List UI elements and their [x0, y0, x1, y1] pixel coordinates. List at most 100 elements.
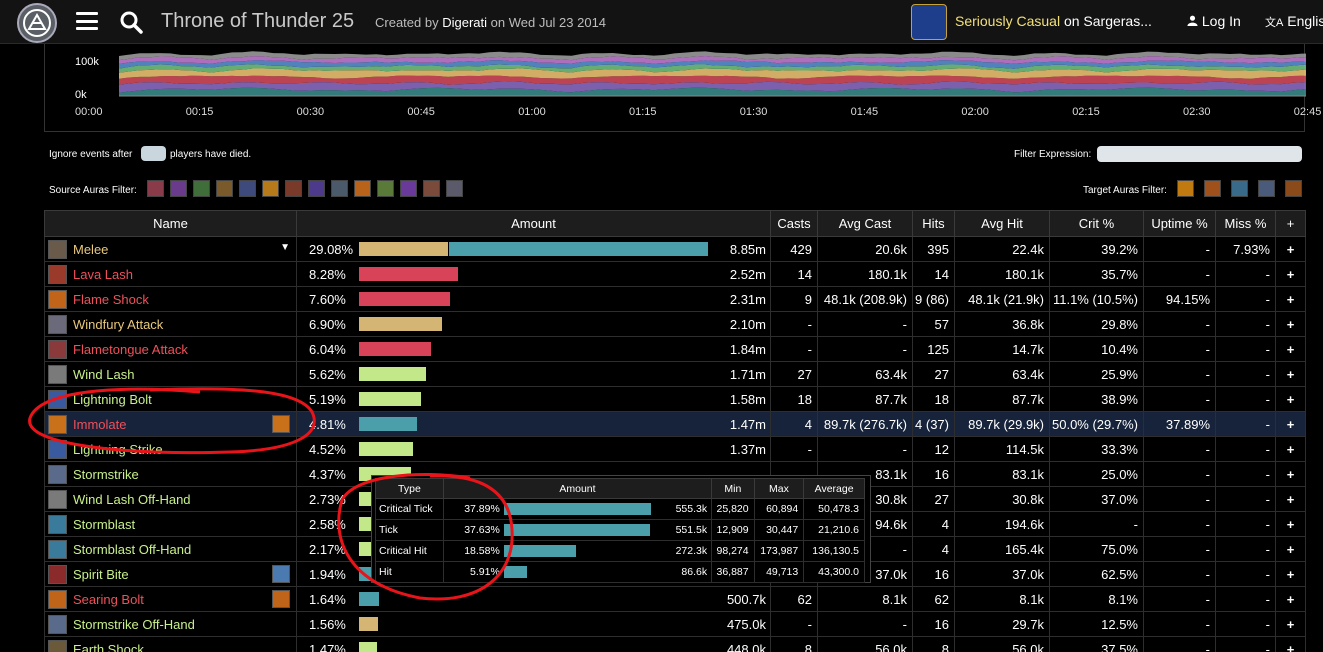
source-aura-icon[interactable]	[308, 180, 325, 197]
ability-name-cell[interactable]: Lightning Strike	[44, 436, 297, 462]
col-header-name[interactable]: Name	[44, 210, 297, 237]
ability-name[interactable]: Lightning Strike	[73, 441, 163, 457]
col-header-avg-hit[interactable]: Avg Hit	[954, 210, 1050, 237]
row-expand-button[interactable]: +	[1275, 586, 1306, 612]
ability-name[interactable]: Lightning Bolt	[73, 391, 152, 407]
guild-name[interactable]: Seriously Casual	[955, 13, 1061, 29]
expand-caret-icon[interactable]: ▼	[280, 242, 290, 253]
table-row[interactable]: Lightning Bolt 5.19% 1.58m 18 87.7k 18 87.7k 38…	[44, 386, 1306, 412]
source-aura-icon[interactable]	[331, 180, 348, 197]
row-expand-button[interactable]: +	[1275, 386, 1306, 412]
ability-name-cell[interactable]: Stormstrike	[44, 461, 297, 487]
col-header-miss[interactable]: Miss %	[1215, 210, 1276, 237]
source-aura-icon[interactable]	[170, 180, 187, 197]
ability-name[interactable]: Earth Shock	[73, 641, 144, 652]
row-expand-button[interactable]: +	[1275, 611, 1306, 637]
guild-link[interactable]: Seriously Casual on Sargeras...	[955, 13, 1152, 29]
source-aura-icon[interactable]	[446, 180, 463, 197]
ability-name[interactable]: Stormblast	[73, 516, 136, 532]
target-aura-icon[interactable]	[1177, 180, 1194, 197]
dead-players-input[interactable]	[141, 146, 166, 161]
row-expand-button[interactable]: +	[1275, 536, 1306, 562]
row-expand-button[interactable]: +	[1275, 311, 1306, 337]
row-expand-button[interactable]: +	[1275, 236, 1306, 262]
row-expand-button[interactable]: +	[1275, 511, 1306, 537]
row-expand-button[interactable]: +	[1275, 261, 1306, 287]
ability-name[interactable]: Wind Lash Off-Hand	[73, 491, 191, 507]
ability-name[interactable]: Stormstrike Off-Hand	[73, 616, 195, 632]
table-row[interactable]: Wind Lash 5.62% 1.71m 27 63.4k 27 63.4k 25.9% - -…	[44, 361, 1306, 387]
ability-name-cell[interactable]: Stormblast Off-Hand	[44, 536, 297, 562]
ability-name-cell[interactable]: Flametongue Attack	[44, 336, 297, 362]
ability-name[interactable]: Immolate	[73, 416, 127, 432]
row-expand-button[interactable]: +	[1275, 336, 1306, 362]
target-aura-icon[interactable]	[1204, 180, 1221, 197]
table-row[interactable]: Earth Shock 1.47% 448.0k 8 56.0k 8 56.0k 37.5% -…	[44, 636, 1306, 652]
col-header-avg-cast[interactable]: Avg Cast	[817, 210, 913, 237]
search-icon[interactable]	[119, 10, 143, 34]
ability-name-cell[interactable]: Stormstrike Off-Hand	[44, 611, 297, 637]
source-aura-icon[interactable]	[147, 180, 164, 197]
ability-name-cell[interactable]: Immolate	[44, 411, 297, 437]
site-logo-icon[interactable]	[17, 3, 57, 43]
table-row[interactable]: Melee ▼ 29.08% 8.85m 429 20.6k 395 22.4k 39.2% -7…	[44, 236, 1306, 262]
ability-name[interactable]: Lava Lash	[73, 266, 133, 282]
ability-name-cell[interactable]: Wind Lash	[44, 361, 297, 387]
ability-name-cell[interactable]: Windfury Attack	[44, 311, 297, 337]
source-aura-icon[interactable]	[193, 180, 210, 197]
ability-name-cell[interactable]: Flame Shock	[44, 286, 297, 312]
login-label[interactable]: Log In	[1201, 13, 1241, 29]
creator-link[interactable]: Digerati	[442, 15, 488, 30]
ability-name[interactable]: Flametongue Attack	[73, 341, 188, 357]
ability-name-cell[interactable]: Stormblast	[44, 511, 297, 537]
ability-name-cell[interactable]: Lightning Bolt	[44, 386, 297, 412]
row-expand-button[interactable]: +	[1275, 286, 1306, 312]
row-expand-button[interactable]: +	[1275, 486, 1306, 512]
table-row[interactable]: Flametongue Attack 6.04% 1.84m - -125 14.7k 10…	[44, 336, 1306, 362]
table-row[interactable]: Stormstrike Off-Hand 1.56% 475.0k - -16 29.7k…	[44, 611, 1306, 637]
source-aura-icon[interactable]	[400, 180, 417, 197]
ability-name[interactable]: Spirit Bite	[73, 566, 129, 582]
row-expand-button[interactable]: +	[1275, 361, 1306, 387]
add-column-button[interactable]: +	[1275, 210, 1306, 237]
menu-icon[interactable]	[76, 12, 98, 30]
table-row[interactable]: Windfury Attack 6.90% 2.10m - -57 36.8k 29.8% -…	[44, 311, 1306, 337]
language-label[interactable]: English	[1287, 13, 1323, 29]
source-aura-icon[interactable]	[377, 180, 394, 197]
table-row[interactable]: Immolate 4.81% 1.47m 4 89.7k (276.7k) 4 (37) 8…	[44, 411, 1306, 437]
col-header-casts[interactable]: Casts	[770, 210, 818, 237]
table-row[interactable]: Flame Shock 7.60% 2.31m 9 48.1k (208.9k) 9 (8…	[44, 286, 1306, 312]
filter-expression-input[interactable]	[1097, 146, 1302, 162]
source-aura-icon[interactable]	[285, 180, 302, 197]
ability-name-cell[interactable]: Earth Shock	[44, 636, 297, 652]
damage-graph[interactable]: 100k 0k 00:00 00:15 00:30 00:45 01:00 01:15 01…	[44, 44, 1321, 132]
col-header-uptime[interactable]: Uptime %	[1143, 210, 1216, 237]
row-expand-button[interactable]: +	[1275, 461, 1306, 487]
ability-name-cell[interactable]: Lava Lash	[44, 261, 297, 287]
ability-name[interactable]: Windfury Attack	[73, 316, 164, 332]
ability-name[interactable]: Wind Lash	[73, 366, 135, 382]
ability-name[interactable]: Stormblast Off-Hand	[73, 541, 192, 557]
col-header-hits[interactable]: Hits	[912, 210, 955, 237]
source-aura-icon[interactable]	[216, 180, 233, 197]
source-aura-icon[interactable]	[239, 180, 256, 197]
table-row[interactable]: Lava Lash 8.28% 2.52m 14 180.1k 14 180.1k 35.7%…	[44, 261, 1306, 287]
ability-name-cell[interactable]: Spirit Bite	[44, 561, 297, 587]
ability-name[interactable]: Melee	[73, 241, 109, 257]
source-aura-icon[interactable]	[423, 180, 440, 197]
ability-name[interactable]: Searing Bolt	[73, 591, 144, 607]
target-aura-icon[interactable]	[1258, 180, 1275, 197]
target-aura-icon[interactable]	[1231, 180, 1248, 197]
ability-name[interactable]: Stormstrike	[73, 466, 139, 482]
language-selector[interactable]: 文A English	[1265, 13, 1323, 30]
source-aura-icon[interactable]	[354, 180, 371, 197]
table-row[interactable]: Searing Bolt 1.64% 500.7k 62 8.1k 62 8.1k 8.1% -…	[44, 586, 1306, 612]
target-aura-icon[interactable]	[1285, 180, 1302, 197]
col-header-crit[interactable]: Crit %	[1049, 210, 1144, 237]
row-expand-button[interactable]: +	[1275, 636, 1306, 652]
table-row[interactable]: Lightning Strike 4.52% 1.37m - -12 114.5k 33.3…	[44, 436, 1306, 462]
ability-name-cell[interactable]: Wind Lash Off-Hand	[44, 486, 297, 512]
row-expand-button[interactable]: +	[1275, 411, 1306, 437]
source-aura-icon[interactable]	[262, 180, 279, 197]
guild-crest-icon[interactable]	[911, 4, 947, 40]
